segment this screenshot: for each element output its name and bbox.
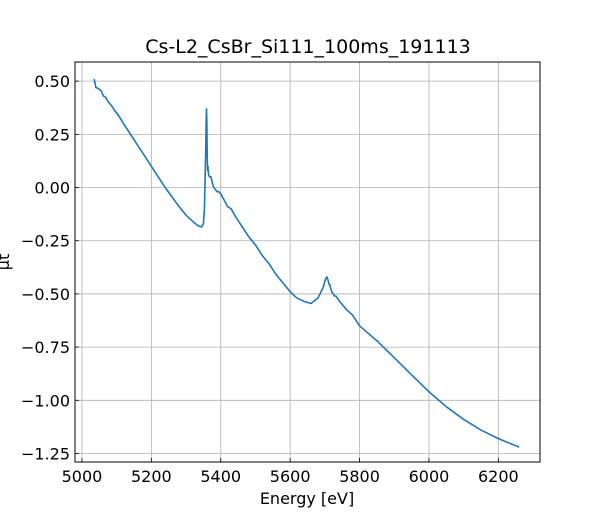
x-axis: 5000 5200 5400 5600 5800 6000 6200 [62, 458, 519, 486]
plot-area-frame [74, 61, 541, 463]
y-tick-label: −1.25 [21, 444, 70, 463]
x-tick-label: 5600 [270, 467, 311, 486]
series-layer [93, 78, 520, 448]
chart-title: Cs-L2_CsBr_Si111_100ms_191113 [145, 36, 471, 58]
y-tick-label: −1.00 [21, 391, 70, 410]
x-tick-label: 5000 [62, 467, 103, 486]
x-tick-label: 5400 [200, 467, 241, 486]
x-tick-label: 5200 [131, 467, 172, 486]
y-tick-label: −0.50 [21, 285, 70, 304]
y-tick-label: −0.25 [21, 232, 70, 251]
grid [75, 62, 540, 462]
y-axis: 0.50 0.25 0.00 −0.25 −0.50 −0.75 −1.00 −1.25 [21, 72, 79, 463]
y-tick-label: −0.75 [21, 338, 70, 357]
y-tick-label: 0.00 [34, 179, 70, 198]
y-tick-label: 0.25 [34, 125, 70, 144]
x-tick-label: 6200 [478, 467, 519, 486]
x-tick-label: 6000 [409, 467, 450, 486]
x-axis-label: Energy [eV] [260, 489, 354, 508]
y-tick-label: 0.50 [34, 72, 70, 91]
x-tick-label: 5800 [339, 467, 380, 486]
series-line [93, 78, 520, 448]
y-axis-label: μt [0, 254, 13, 270]
